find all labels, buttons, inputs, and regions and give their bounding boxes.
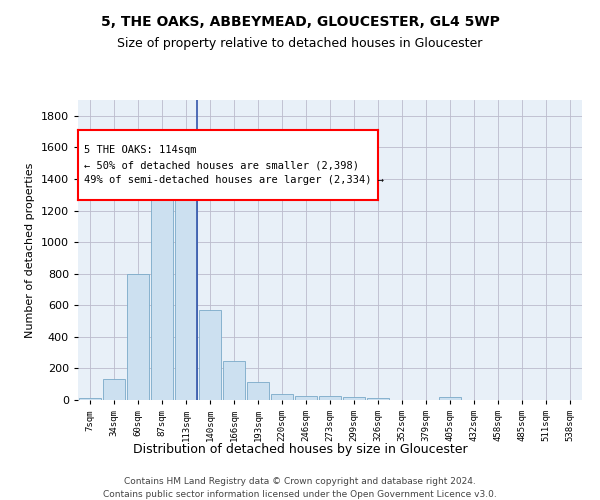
Bar <box>175 180 197 400</box>
Bar <box>103 380 125 400</box>
Bar <box>343 397 365 400</box>
Text: Size of property relative to detached houses in Gloucester: Size of property relative to detached ho… <box>118 38 482 51</box>
Bar <box>271 394 293 400</box>
Text: 5 THE OAKS: 114sqm
← 50% of detached houses are smaller (2,398)
49% of semi-deta: 5 THE OAKS: 114sqm ← 50% of detached hou… <box>84 145 384 185</box>
Y-axis label: Number of detached properties: Number of detached properties <box>25 162 35 338</box>
Bar <box>223 360 245 400</box>
Bar <box>367 398 389 400</box>
Bar <box>127 274 149 400</box>
Text: Contains public sector information licensed under the Open Government Licence v3: Contains public sector information licen… <box>103 490 497 499</box>
Text: 5, THE OAKS, ABBEYMEAD, GLOUCESTER, GL4 5WP: 5, THE OAKS, ABBEYMEAD, GLOUCESTER, GL4 … <box>101 15 499 29</box>
Bar <box>319 396 341 400</box>
Bar <box>247 382 269 400</box>
Bar <box>439 397 461 400</box>
Bar <box>199 310 221 400</box>
Bar <box>79 398 101 400</box>
Bar <box>295 396 317 400</box>
Text: Contains HM Land Registry data © Crown copyright and database right 2024.: Contains HM Land Registry data © Crown c… <box>124 478 476 486</box>
Text: Distribution of detached houses by size in Gloucester: Distribution of detached houses by size … <box>133 442 467 456</box>
Bar <box>151 166 173 400</box>
